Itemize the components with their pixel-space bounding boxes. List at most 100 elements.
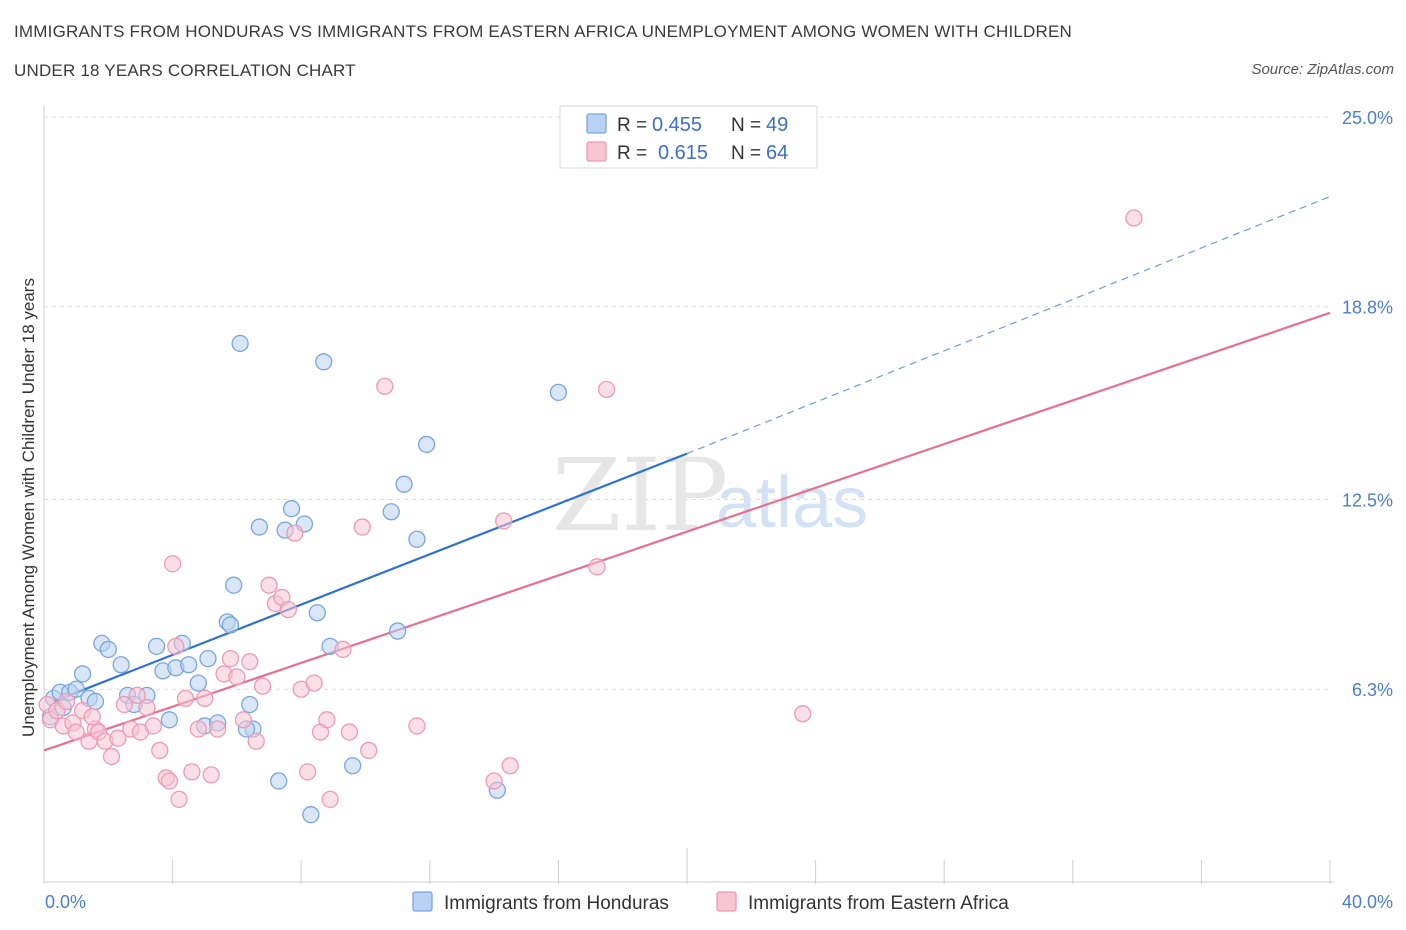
point-eafrica-52 [360, 741, 378, 760]
point-eafrica-41 [279, 601, 297, 619]
series-legend: Immigrants from Honduras Immigrants from… [412, 891, 1009, 914]
point-eafrica-36 [247, 732, 265, 750]
point-eafrica-42 [286, 524, 304, 542]
point-eafrica-4 [57, 692, 76, 711]
point-eafrica-34 [234, 711, 252, 729]
point-eafrica-38 [260, 576, 278, 594]
point-honduras-28 [231, 334, 249, 353]
series-legend-swatch-eafrica [716, 891, 737, 912]
point-eafrica-6 [67, 723, 85, 741]
legend-n-value-honduras: 49 [766, 114, 788, 136]
point-eafrica-55 [485, 772, 503, 790]
point-eafrica-13 [109, 729, 127, 747]
grid-lines [44, 116, 1330, 690]
point-honduras-44 [417, 435, 436, 454]
series-legend-label-honduras: Immigrants from Honduras [444, 893, 669, 914]
x-tick-labels: 0.0% 40.0% [45, 892, 1393, 912]
point-eafrica-61 [1125, 209, 1143, 227]
point-eafrica-30 [208, 720, 227, 738]
point-eafrica-35 [241, 653, 259, 671]
data-points [38, 209, 1143, 824]
point-honduras-6 [73, 665, 92, 683]
point-eafrica-23 [167, 637, 185, 656]
point-eafrica-24 [170, 790, 188, 809]
point-honduras-29 [241, 695, 259, 714]
series-legend-swatch-honduras [412, 891, 433, 912]
point-eafrica-49 [334, 640, 352, 659]
legend-n-label-honduras: N = [731, 115, 761, 136]
legend-r-label-eafrica: R = [617, 143, 647, 164]
chart-title-line2: UNDER 18 YEARS CORRELATION CHART [14, 61, 356, 80]
legend-swatch-honduras [586, 113, 607, 134]
point-honduras-17 [160, 711, 179, 729]
point-eafrica-18 [138, 698, 156, 717]
point-honduras-43 [408, 530, 426, 548]
correlation-legend: R = 0.455 N = 49 R = 0.615 N = 64 [559, 105, 818, 169]
point-honduras-40 [382, 503, 400, 521]
point-eafrica-50 [340, 723, 359, 741]
point-eafrica-59 [597, 380, 616, 398]
point-eafrica-54 [408, 717, 426, 735]
point-honduras-21 [189, 674, 207, 692]
point-eafrica-60 [794, 705, 812, 723]
x-tick-label-min: 0.0% [45, 892, 86, 912]
trend-line-eafrica [43, 311, 1331, 752]
y-tick-label-0: 6.3% [1352, 680, 1393, 700]
point-honduras-42 [395, 475, 413, 493]
point-honduras-31 [250, 518, 269, 536]
point-eafrica-51 [353, 518, 371, 536]
point-eafrica-63 [83, 708, 101, 726]
legend-r-label-honduras: R = [617, 115, 647, 136]
point-eafrica-32 [221, 649, 240, 668]
watermark-atlas: atlas [716, 463, 868, 543]
point-eafrica-47 [318, 711, 336, 729]
point-eafrica-28 [196, 689, 214, 708]
point-honduras-39 [343, 757, 362, 775]
y-tick-label-1: 12.5% [1342, 491, 1393, 511]
point-honduras-26 [221, 616, 240, 634]
point-eafrica-44 [298, 763, 317, 781]
point-eafrica-16 [128, 686, 146, 704]
legend-n-value-eafrica: 64 [766, 142, 788, 164]
point-honduras-23 [199, 649, 217, 668]
y-tick-label-3: 25.0% [1342, 108, 1393, 128]
point-honduras-5 [67, 680, 85, 698]
point-honduras-34 [282, 500, 301, 518]
point-eafrica-45 [305, 674, 323, 692]
point-honduras-20 [180, 656, 198, 674]
point-eafrica-14 [115, 695, 134, 714]
point-eafrica-48 [321, 790, 339, 809]
point-eafrica-25 [176, 689, 195, 708]
point-eafrica-56 [495, 512, 513, 530]
point-honduras-27 [225, 576, 243, 594]
point-eafrica-29 [202, 766, 220, 784]
point-eafrica-57 [501, 757, 519, 775]
trend-line-honduras [53, 452, 688, 703]
series-legend-label-eafrica: Immigrants from Eastern Africa [748, 893, 1009, 914]
y-tick-label-2: 18.8% [1342, 298, 1393, 318]
legend-r-value-honduras: 0.455 [652, 114, 702, 136]
x-tick-label-max: 40.0% [1342, 892, 1393, 912]
legend-r-value-eafrica: 0.615 [658, 142, 708, 164]
point-honduras-41 [388, 622, 407, 640]
point-honduras-32 [270, 772, 288, 790]
point-honduras-15 [147, 637, 166, 656]
legend-swatch-eafrica [586, 141, 607, 162]
point-eafrica-20 [151, 741, 169, 760]
y-axis-title: Unemployment Among Women with Children U… [19, 278, 38, 737]
point-eafrica-58 [588, 558, 606, 576]
point-eafrica-33 [228, 668, 246, 686]
point-honduras-11 [112, 656, 130, 674]
point-honduras-37 [315, 353, 333, 371]
trend-line-honduras-extension [686, 196, 1331, 455]
point-honduras-46 [549, 383, 568, 402]
point-honduras-10 [99, 640, 117, 659]
source-credit: Source: ZipAtlas.com [1251, 61, 1394, 78]
point-eafrica-53 [376, 377, 394, 395]
y-tick-labels: 6.3% 12.5% 18.8% 25.0% [1342, 108, 1393, 700]
point-eafrica-37 [253, 677, 272, 695]
point-eafrica-12 [102, 747, 121, 766]
point-eafrica-62 [160, 772, 179, 790]
point-honduras-48 [302, 806, 320, 824]
